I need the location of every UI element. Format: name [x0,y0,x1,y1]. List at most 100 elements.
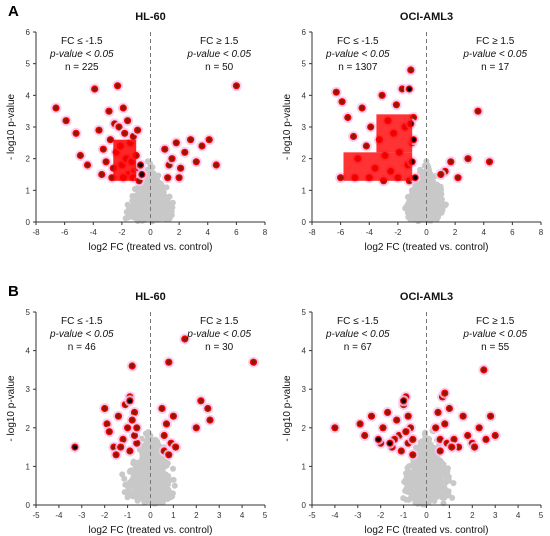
point-core [178,165,184,171]
point-core [351,134,356,139]
y-tick-label: 5 [302,60,307,69]
nonsignificant-point [158,186,165,193]
dense-cluster [343,152,413,181]
nonsignificant-point [140,196,147,203]
point-core [205,406,211,411]
point-core [488,413,493,419]
point-core [492,433,498,438]
nonsignificant-point [424,467,431,474]
y-tick-label: 3 [302,385,307,394]
y-axis-label: - log10 p-value [6,375,17,442]
point-core [122,130,128,136]
point-core [369,413,374,419]
point-core [476,425,482,431]
point-core [103,159,109,165]
upregulated-point [484,156,495,168]
nonsignificant-point [162,471,169,478]
nonsignificant-point [427,495,434,502]
upregulated-point [179,333,191,345]
downregulated-point [395,445,407,457]
nonsignificant-point [426,175,433,182]
x-axis-label: log2 FC (treated vs. control) [89,242,213,253]
nonsignificant-point [124,494,131,501]
panel-letter: A [8,3,19,20]
volcano-panel: OCI-AML3 -5 -4 -3 -2 -1 0 1 2 3 4 5 0 1 2 3 4 5 log2 FC (t… [282,291,544,536]
highlight-point [136,169,148,180]
downregulated-point [74,150,86,161]
point-core [92,86,98,92]
downregulated-point [103,426,115,438]
upregulated-point [158,430,170,441]
nonsignificant-point [153,454,160,461]
point-core [116,124,122,130]
downregulated-point [132,124,144,136]
nonsignificant-point [166,193,173,200]
point-core [134,440,140,446]
upregulated-point [439,387,451,399]
nonsignificant-point [143,455,149,461]
panel-letter: B [8,283,19,300]
nonsignificant-point [425,189,432,196]
nonsignificant-point [419,486,426,493]
annotation-right: n = 17 [481,62,510,73]
annotation-left: n = 67 [344,342,373,353]
downregulated-point [126,360,138,372]
downregulated-point [376,89,388,101]
nonsignificant-point [169,490,176,497]
y-axis-label: - log10 p-value [282,375,293,442]
downregulated-point [112,410,124,422]
upregulated-point [162,172,174,184]
nonsignificant-point [404,465,411,471]
point-core [162,146,168,152]
nonsignificant-point [432,465,439,472]
point-core [394,417,400,423]
nonsignificant-point [409,191,416,197]
downregulated-point [103,105,115,117]
upregulated-point [173,172,185,184]
x-tick-label: 2 [453,228,458,237]
highlight-point [384,437,396,449]
point-core [164,421,169,427]
y-tick-label: 4 [302,347,307,356]
upregulated-point [163,356,175,368]
x-tick-label: 2 [177,228,182,237]
point-core [448,159,454,165]
y-tick-label: 0 [302,218,307,227]
nonsignificant-point [432,203,439,210]
nonsignificant-point [132,476,139,483]
nonsignificant-point [430,181,437,188]
point-core [138,162,143,168]
annotation-right: n = 50 [205,62,234,73]
point-core [188,137,194,143]
y-tick-label: 0 [26,501,31,510]
nonsignificant-point [134,497,141,504]
y-tick-label: 6 [302,28,307,37]
point-core [169,156,175,162]
nonsignificant-point [420,458,427,465]
highlight-point [372,433,384,445]
y-axis-label: - log10 p-value [6,93,17,160]
annotation-right: p-value < 0.05 [186,49,251,60]
x-tick-label: -2 [377,511,385,520]
x-tick-label: -3 [78,511,86,520]
nonsignificant-point [422,168,429,175]
downregulated-point [122,115,134,127]
point-core [125,425,130,431]
nonsignificant-point [431,482,438,489]
downregulated-point [377,422,389,434]
x-tick-label: 0 [148,228,153,237]
nonsignificant-point [138,472,145,479]
nonsignificant-point [427,205,433,212]
upregulated-point [185,134,197,146]
downregulated-point [100,156,112,168]
nonsignificant-point [413,444,419,451]
nonsignificant-point [139,462,146,469]
nonsignificant-point [142,210,149,217]
nonsignificant-point [418,451,424,458]
point-core [116,413,121,419]
nonsignificant-point [438,465,445,472]
highlight-point [135,159,146,171]
point-core [406,86,412,92]
nonsignificant-point [128,207,135,214]
